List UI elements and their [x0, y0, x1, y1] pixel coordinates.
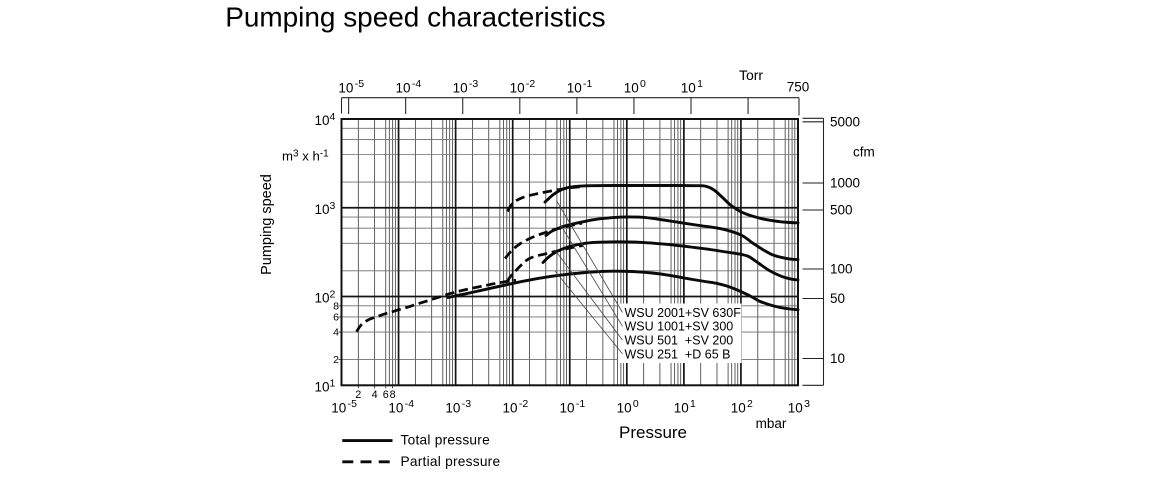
svg-text:mbar: mbar — [756, 416, 787, 431]
svg-text:5000: 5000 — [830, 115, 860, 130]
svg-text:Pumping speed characteristics: Pumping speed characteristics — [225, 1, 605, 32]
svg-text:WSU 251 +D 65 B: WSU 251 +D 65 B — [625, 347, 731, 361]
svg-text:8: 8 — [333, 300, 339, 312]
svg-text:Pressure: Pressure — [619, 423, 687, 442]
svg-text:WSU 501 +SV 200: WSU 501 +SV 200 — [625, 334, 734, 348]
svg-text:cfm: cfm — [853, 145, 875, 160]
svg-text:8: 8 — [390, 389, 396, 401]
svg-text:WSU 1001+SV 300: WSU 1001+SV 300 — [625, 320, 734, 334]
svg-text:Pumping speed: Pumping speed — [259, 174, 275, 275]
svg-text:Torr: Torr — [739, 67, 763, 83]
svg-text:4: 4 — [372, 389, 378, 401]
svg-text:6: 6 — [333, 311, 339, 323]
svg-text:1000: 1000 — [830, 176, 860, 191]
svg-text:50: 50 — [830, 291, 845, 306]
svg-text:2: 2 — [355, 389, 361, 401]
svg-text:500: 500 — [830, 203, 853, 218]
svg-text:4: 4 — [333, 327, 339, 339]
svg-text:10: 10 — [830, 351, 845, 366]
svg-text:100: 100 — [830, 262, 853, 277]
svg-text:2: 2 — [333, 354, 339, 366]
svg-text:750: 750 — [787, 80, 810, 95]
svg-text:6: 6 — [383, 389, 389, 401]
svg-text:Total pressure: Total pressure — [401, 432, 490, 447]
svg-text:Partial pressure: Partial pressure — [401, 454, 501, 469]
svg-text:WSU 2001+SV 630F: WSU 2001+SV 630F — [625, 306, 742, 320]
